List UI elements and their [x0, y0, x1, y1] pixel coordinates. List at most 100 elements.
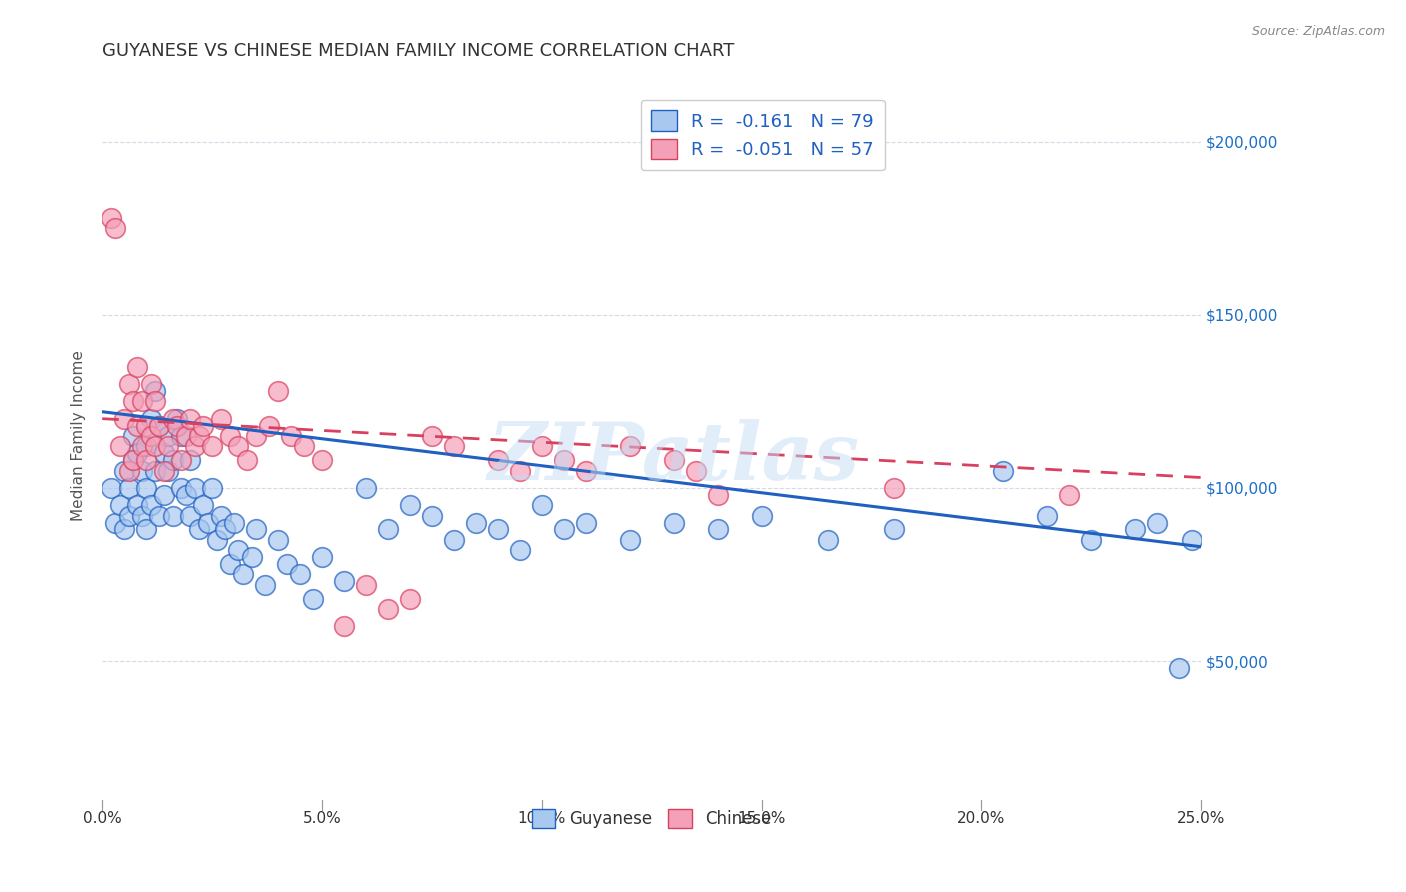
Point — [575, 464, 598, 478]
Point — [267, 384, 290, 398]
Point — [139, 411, 162, 425]
Point — [224, 516, 246, 530]
Point — [100, 481, 122, 495]
Point — [162, 411, 184, 425]
Point — [117, 377, 139, 392]
Point — [162, 508, 184, 523]
Point — [170, 481, 193, 495]
Point — [302, 591, 325, 606]
Point — [619, 533, 641, 547]
Point — [152, 446, 174, 460]
Point — [157, 464, 180, 478]
Point — [122, 429, 145, 443]
Point — [294, 439, 316, 453]
Point — [139, 377, 162, 392]
Point — [1123, 523, 1146, 537]
Point — [122, 453, 145, 467]
Point — [1168, 661, 1191, 675]
Point — [1059, 488, 1081, 502]
Point — [143, 439, 166, 453]
Point — [127, 418, 149, 433]
Point — [245, 429, 267, 443]
Point — [135, 439, 157, 453]
Point — [993, 464, 1015, 478]
Point — [575, 516, 598, 530]
Point — [354, 481, 377, 495]
Point — [112, 464, 135, 478]
Point — [139, 498, 162, 512]
Point — [108, 439, 131, 453]
Point — [280, 429, 302, 443]
Point — [148, 418, 170, 433]
Point — [486, 523, 509, 537]
Point — [205, 533, 228, 547]
Point — [100, 211, 122, 225]
Point — [509, 464, 531, 478]
Point — [135, 453, 157, 467]
Point — [131, 464, 153, 478]
Point — [135, 523, 157, 537]
Point — [443, 533, 465, 547]
Point — [354, 578, 377, 592]
Point — [122, 394, 145, 409]
Point — [218, 557, 240, 571]
Point — [1146, 516, 1168, 530]
Point — [183, 481, 205, 495]
Point — [228, 439, 250, 453]
Point — [443, 439, 465, 453]
Point — [399, 498, 422, 512]
Point — [197, 516, 219, 530]
Point — [420, 508, 443, 523]
Point — [333, 619, 356, 633]
Point — [187, 523, 209, 537]
Point — [179, 453, 201, 467]
Point — [209, 508, 232, 523]
Point — [218, 429, 240, 443]
Point — [883, 523, 905, 537]
Point — [127, 446, 149, 460]
Point — [232, 567, 254, 582]
Point — [236, 453, 259, 467]
Point — [143, 464, 166, 478]
Point — [228, 543, 250, 558]
Point — [162, 453, 184, 467]
Point — [183, 439, 205, 453]
Point — [662, 453, 685, 467]
Point — [131, 394, 153, 409]
Point — [135, 481, 157, 495]
Point — [214, 523, 236, 537]
Point — [817, 533, 839, 547]
Point — [377, 602, 399, 616]
Point — [166, 418, 188, 433]
Point — [288, 567, 311, 582]
Point — [166, 411, 188, 425]
Point — [201, 439, 224, 453]
Y-axis label: Median Family Income: Median Family Income — [72, 351, 86, 522]
Point — [201, 481, 224, 495]
Point — [157, 439, 180, 453]
Point — [464, 516, 486, 530]
Point — [1080, 533, 1102, 547]
Point — [486, 453, 509, 467]
Point — [311, 550, 333, 565]
Point — [117, 464, 139, 478]
Point — [104, 516, 127, 530]
Point — [131, 439, 153, 453]
Point — [174, 429, 197, 443]
Point — [148, 418, 170, 433]
Point — [139, 429, 162, 443]
Point — [259, 418, 281, 433]
Point — [553, 523, 575, 537]
Point — [706, 488, 728, 502]
Point — [117, 481, 139, 495]
Text: GUYANESE VS CHINESE MEDIAN FAMILY INCOME CORRELATION CHART: GUYANESE VS CHINESE MEDIAN FAMILY INCOME… — [103, 42, 734, 60]
Point — [209, 411, 232, 425]
Point — [706, 523, 728, 537]
Point — [619, 439, 641, 453]
Point — [530, 498, 553, 512]
Point — [157, 429, 180, 443]
Text: Source: ZipAtlas.com: Source: ZipAtlas.com — [1251, 25, 1385, 38]
Point — [127, 359, 149, 374]
Point — [399, 591, 422, 606]
Point — [179, 508, 201, 523]
